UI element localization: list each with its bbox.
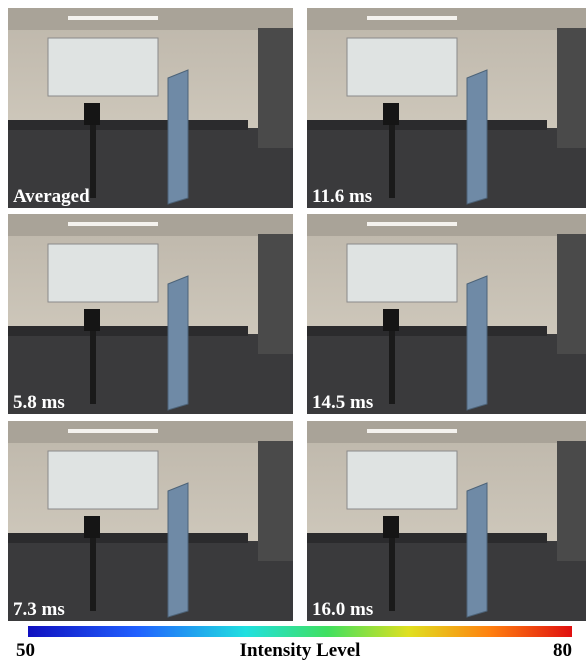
speaker <box>84 516 100 538</box>
whiteboard <box>48 244 158 302</box>
panel-label: 5.8 ms <box>13 392 65 413</box>
whiteboard <box>48 38 158 96</box>
panel: 14.5 ms <box>307 214 586 414</box>
ceiling-light <box>68 429 158 433</box>
window-right <box>557 441 586 561</box>
whiteboard <box>347 38 457 96</box>
table <box>307 533 547 543</box>
window-right <box>557 28 586 148</box>
panel: 16.0 ms <box>307 421 586 621</box>
window-right <box>258 234 293 354</box>
colorbar-min: 50 <box>16 640 35 661</box>
speaker-stand <box>90 531 96 611</box>
ceiling-light <box>367 16 457 20</box>
window-right <box>258 441 293 561</box>
table <box>307 326 547 336</box>
ceiling-light <box>367 222 457 226</box>
table <box>8 120 248 130</box>
colorbar-label: Intensity Level <box>240 640 361 661</box>
colorbar-max: 80 <box>553 640 572 661</box>
partition <box>168 483 188 617</box>
speaker-stand <box>389 118 395 198</box>
whiteboard <box>347 451 457 509</box>
partition <box>467 276 487 410</box>
ceiling-light <box>68 222 158 226</box>
speaker <box>383 103 399 125</box>
partition <box>467 483 487 617</box>
table <box>307 120 547 130</box>
speaker-stand <box>90 324 96 404</box>
partition <box>168 276 188 410</box>
speaker <box>383 516 399 538</box>
panel-label: 14.5 ms <box>312 392 373 413</box>
panel-label: 16.0 ms <box>312 599 373 620</box>
figure: 50 Intensity Level 80 Averaged 11.6 ms 5.8… <box>0 0 586 662</box>
partition <box>467 70 487 204</box>
panel-label: 11.6 ms <box>312 186 372 207</box>
panel: 7.3 ms <box>8 421 293 621</box>
window-right <box>557 234 586 354</box>
whiteboard <box>48 451 158 509</box>
colorbar <box>28 626 572 637</box>
table <box>8 533 248 543</box>
ceiling-light <box>367 429 457 433</box>
ceiling-light <box>68 16 158 20</box>
panel: 5.8 ms <box>8 214 293 414</box>
panel: 11.6 ms <box>307 8 586 208</box>
speaker-stand <box>90 118 96 198</box>
speaker-stand <box>389 324 395 404</box>
speaker <box>383 309 399 331</box>
panel-label: Averaged <box>13 186 90 207</box>
panel-label: 7.3 ms <box>13 599 65 620</box>
speaker <box>84 103 100 125</box>
table <box>8 326 248 336</box>
speaker <box>84 309 100 331</box>
panel: Averaged <box>8 8 293 208</box>
partition <box>168 70 188 204</box>
window-right <box>258 28 293 148</box>
whiteboard <box>347 244 457 302</box>
speaker-stand <box>389 531 395 611</box>
